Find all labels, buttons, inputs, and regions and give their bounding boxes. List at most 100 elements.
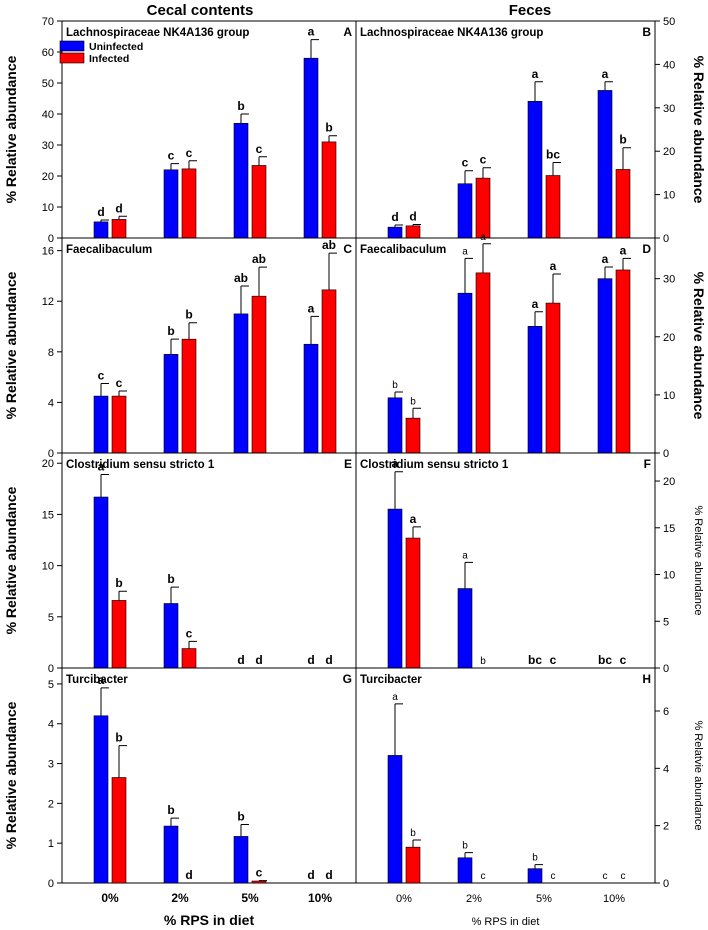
- sig-label-G: b: [237, 809, 244, 823]
- bar-D-infected-1: [475, 272, 491, 454]
- sig-label-E: b: [167, 572, 174, 586]
- sig-label-H: b: [532, 853, 538, 864]
- error-bar-E: [188, 640, 197, 649]
- panel-title-E: Clostridium sensu stricto 1: [66, 459, 215, 471]
- y-tick-label-B: 50: [663, 16, 675, 28]
- panel-B: 0 10 20 30 40 50 % Relative abundance Lachnospi…: [355, 16, 707, 245]
- y-tick-label-G: 0: [48, 878, 54, 890]
- y-axis-label-E: % Relative abundance: [3, 486, 19, 634]
- sig-label-A: c: [256, 142, 263, 156]
- panel-title-A: Lachnospiraceae NK4A136 group: [66, 27, 249, 39]
- y-tick-label-C: 16: [42, 246, 54, 258]
- bar-H-uninfected-2: [527, 868, 543, 884]
- x-axis-label-G: % RPS in diet: [164, 912, 255, 928]
- y-tick-label-H: 0: [663, 878, 669, 890]
- bar-A-uninfected-1: [163, 169, 179, 239]
- sig-label-A: c: [168, 149, 175, 163]
- sig-label-D: b: [392, 380, 398, 391]
- panel-letter-D: D: [642, 242, 651, 256]
- sig-label-G: b: [167, 803, 174, 817]
- sig-label-A: b: [325, 121, 332, 135]
- y-tick-label-D: 20: [663, 332, 675, 344]
- sig-label-B: b: [619, 133, 626, 147]
- error-bar-D: [552, 273, 561, 304]
- sig-label-D: a: [602, 252, 609, 266]
- error-bar-C: [258, 266, 267, 297]
- y-tick-label-E: 10: [42, 561, 54, 573]
- sig-label-H: c: [481, 871, 486, 882]
- sig-label-F: c: [550, 653, 557, 667]
- bar-E-uninfected-0: [93, 496, 109, 669]
- bar-D-infected-3: [615, 269, 631, 454]
- sig-label-D: a: [532, 297, 539, 311]
- y-tick-label-G: 5: [48, 679, 54, 691]
- error-bar-C: [118, 390, 127, 397]
- y-tick-label-E: 15: [42, 509, 54, 521]
- y-tick-label-G: 4: [48, 719, 54, 731]
- panel-letter-G: G: [343, 672, 352, 686]
- bar-F-uninfected-0: [387, 508, 403, 669]
- error-bar-G: [118, 745, 127, 778]
- y-tick-label-B: 10: [663, 190, 675, 202]
- x-tick-label-H: 10%: [603, 893, 625, 905]
- y-tick-label-A: 10: [42, 202, 54, 214]
- error-bar-F: [412, 526, 421, 539]
- x-tick-label-G: 2%: [171, 891, 189, 905]
- y-tick-label-A: 0: [48, 233, 54, 245]
- error-bar-A: [258, 156, 267, 166]
- y-tick-label-G: 1: [48, 838, 54, 850]
- y-tick-label-H: 4: [663, 763, 669, 775]
- y-tick-label-B: 30: [663, 103, 675, 115]
- sig-label-C: b: [167, 324, 174, 338]
- error-bar-D: [394, 391, 403, 398]
- bar-B-infected-2: [545, 175, 561, 239]
- x-tick-label-G: 5%: [241, 891, 259, 905]
- y-axis-label-A: % Relative abundance: [3, 55, 19, 203]
- bar-E-uninfected-1: [163, 603, 179, 669]
- sig-label-C: ab: [322, 238, 336, 252]
- panel-C: 0 4 8 12 16 % Relative abundance Faecalibaculu…: [3, 237, 357, 460]
- sig-label-C: ab: [252, 252, 266, 266]
- panel-title-B: Lachnospiraceae NK4A136 group: [360, 27, 543, 39]
- y-axis-label-F: % Relative abundance: [692, 505, 704, 615]
- y-tick-label-F: 15: [663, 523, 675, 535]
- error-bar-D: [622, 257, 631, 270]
- error-bar-H: [394, 703, 403, 756]
- y-tick-label-F: 20: [663, 476, 675, 488]
- sig-label-A: a: [308, 25, 315, 39]
- error-bar-G: [240, 823, 249, 837]
- y-tick-label-B: 40: [663, 59, 675, 71]
- error-bar-C: [240, 285, 249, 314]
- bar-B-uninfected-2: [527, 100, 543, 239]
- bar-C-infected-1: [181, 338, 197, 454]
- y-tick-label-D: 10: [663, 390, 675, 402]
- x-tick-label-H: 5%: [536, 893, 552, 905]
- legend-swatch-infected: [59, 52, 85, 64]
- error-bar-A: [100, 219, 109, 222]
- panel-frame-H: [355, 667, 656, 884]
- error-bar-C: [170, 338, 179, 355]
- y-tick-label-A: 30: [42, 140, 54, 152]
- y-tick-label-G: 2: [48, 798, 54, 810]
- error-bar-B: [412, 224, 421, 226]
- sig-label-E: d: [255, 653, 262, 667]
- x-tick-label-G: 0%: [101, 891, 119, 905]
- error-bar-D: [604, 266, 613, 279]
- y-tick-label-B: 20: [663, 146, 675, 158]
- bar-G-uninfected-1: [163, 825, 179, 884]
- sig-label-G: d: [185, 868, 192, 882]
- sig-label-H: c: [551, 871, 556, 882]
- legend-label-uninfected: Uninfected: [89, 41, 143, 53]
- error-bar-F: [394, 471, 403, 510]
- y-tick-label-A: 70: [42, 16, 54, 28]
- y-axis-label-D: % Relative abundance: [691, 272, 707, 420]
- bar-C-uninfected-1: [163, 354, 179, 454]
- bar-E-infected-1: [181, 648, 197, 669]
- y-tick-label-E: 20: [42, 458, 54, 470]
- bar-A-uninfected-0: [93, 221, 109, 239]
- error-bar-E: [170, 586, 179, 604]
- y-tick-label-A: 60: [42, 47, 54, 59]
- bar-E-infected-0: [111, 600, 127, 669]
- sig-label-E: d: [237, 653, 244, 667]
